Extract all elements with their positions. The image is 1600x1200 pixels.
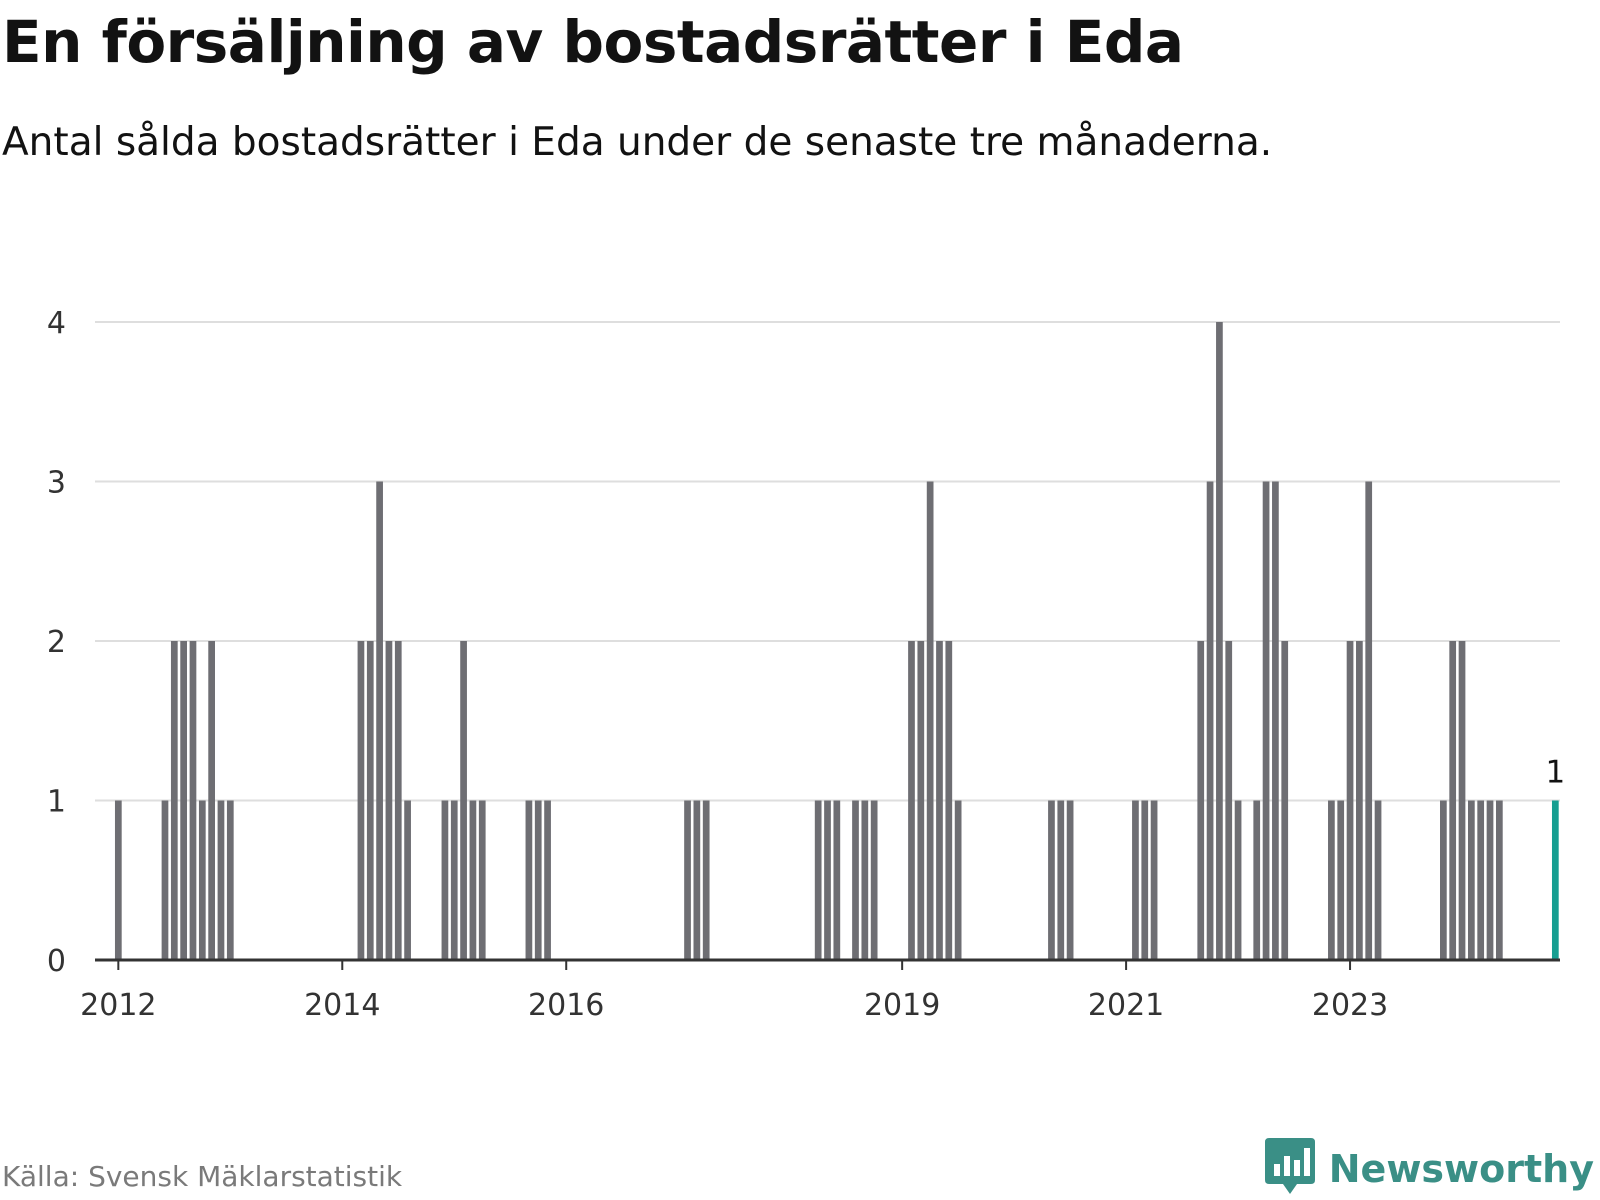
- labels: 1: [1545, 755, 1565, 791]
- y-tick-label: 2: [47, 625, 66, 660]
- y-tick-label: 0: [47, 944, 66, 979]
- bar: [1272, 481, 1279, 960]
- y-tick-label: 3: [47, 466, 66, 501]
- bar: [534, 800, 542, 960]
- bar: [1467, 800, 1475, 960]
- bar: [208, 641, 215, 960]
- bar: [1328, 800, 1335, 960]
- bar: [684, 800, 691, 960]
- bar: [478, 800, 486, 960]
- bar: [1458, 641, 1466, 960]
- bar: [525, 800, 533, 960]
- bar-chart-speech-icon: [1264, 1138, 1315, 1200]
- bar: [1449, 641, 1457, 960]
- bar: [189, 641, 197, 960]
- bar: [1365, 481, 1373, 960]
- bar: [1262, 481, 1270, 960]
- y-tick-label: 1: [47, 785, 66, 820]
- bar: [161, 800, 169, 960]
- bar: [1057, 800, 1065, 960]
- bar: [1253, 800, 1261, 960]
- bar: [460, 641, 467, 960]
- bar: [450, 800, 458, 960]
- x-tick-label: 2012: [80, 988, 156, 1023]
- y-tick-label: 4: [47, 306, 66, 341]
- bar: [861, 800, 869, 960]
- bar: [1551, 800, 1559, 960]
- bar: [1197, 641, 1205, 960]
- bar: [1048, 800, 1055, 960]
- data-label: 1: [1545, 755, 1565, 791]
- bar: [917, 641, 925, 960]
- bar: [833, 800, 841, 960]
- x-tick-label: 2023: [1312, 988, 1388, 1023]
- bar: [1216, 322, 1223, 960]
- bar: [1225, 641, 1233, 960]
- bar: [357, 641, 365, 960]
- bars: [114, 322, 1559, 960]
- chart-subtitle: Antal sålda bostadsrätter i Eda under de…: [2, 120, 1273, 165]
- bar: [693, 800, 701, 960]
- bar: [852, 800, 859, 960]
- bar: [1066, 800, 1074, 960]
- bar: [441, 800, 449, 960]
- bar: [824, 800, 831, 960]
- bar: [945, 641, 953, 960]
- x-tick-label: 2019: [864, 988, 940, 1023]
- bar: [180, 641, 188, 960]
- bar: [170, 641, 178, 960]
- bar: [198, 800, 206, 960]
- bar: [226, 800, 234, 960]
- bar: [1374, 800, 1382, 960]
- bar: [114, 800, 122, 960]
- bar: [1337, 800, 1345, 960]
- brand-logo: Newsworthy: [1264, 1138, 1594, 1200]
- bar: [1346, 641, 1354, 960]
- bar: [217, 800, 225, 960]
- chart-title: En försäljning av bostadsrätter i Eda: [2, 8, 1184, 76]
- bar: [366, 641, 374, 960]
- source-note: Källa: Svensk Mäklarstatistik: [2, 1160, 403, 1193]
- bar-chart: 0 1 2 3 4 2012 2014 2016 2019 2021 2023 1: [47, 306, 1565, 1023]
- bar: [702, 800, 710, 960]
- bar: [1356, 641, 1363, 960]
- bar: [1477, 800, 1485, 960]
- bar: [1132, 800, 1139, 960]
- bar: [926, 481, 934, 960]
- bar: [385, 641, 393, 960]
- bar: [376, 481, 383, 960]
- bar: [870, 800, 878, 960]
- brand-name: Newsworthy: [1328, 1147, 1594, 1191]
- bar: [954, 800, 962, 960]
- bar: [1150, 800, 1158, 960]
- bar: [1141, 800, 1149, 960]
- bar: [1206, 481, 1214, 960]
- bar: [814, 800, 822, 960]
- bar: [908, 641, 915, 960]
- bar: [544, 800, 551, 960]
- bar: [936, 641, 943, 960]
- bar: [1495, 800, 1503, 960]
- bar: [469, 800, 477, 960]
- x-tick-label: 2014: [304, 988, 380, 1023]
- bar: [1486, 800, 1494, 960]
- bar: [1234, 800, 1242, 960]
- x-tick-label: 2021: [1088, 988, 1164, 1023]
- bar: [1281, 641, 1289, 960]
- bar: [1440, 800, 1447, 960]
- x-axis: 2012 2014 2016 2019 2021 2023: [80, 958, 1560, 1023]
- bar: [404, 800, 411, 960]
- bar: [394, 641, 402, 960]
- x-tick-label: 2016: [528, 988, 604, 1023]
